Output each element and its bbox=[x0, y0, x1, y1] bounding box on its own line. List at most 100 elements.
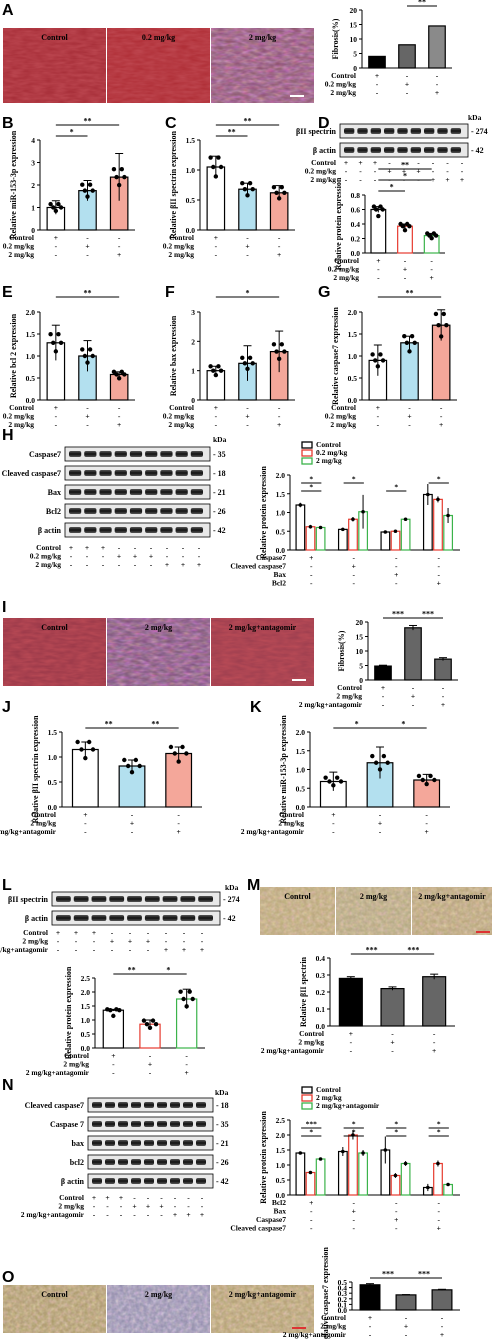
blot-D-sign: - bbox=[403, 158, 406, 167]
sig-star: * bbox=[70, 128, 74, 137]
data-point bbox=[271, 185, 277, 190]
blot-H-band bbox=[190, 527, 203, 533]
group-sign: - bbox=[395, 1198, 398, 1207]
blot-N-band bbox=[157, 1121, 167, 1127]
blot-N-kda: - 35 bbox=[216, 1120, 229, 1129]
panel-letter-D: D bbox=[318, 115, 330, 132]
bar bbox=[434, 658, 452, 681]
data-point bbox=[153, 1021, 159, 1027]
data-point bbox=[318, 1157, 323, 1161]
blot-D-band bbox=[370, 147, 381, 153]
group-sign: - bbox=[376, 88, 379, 97]
group-row-label: Cleaved caspase7 bbox=[230, 1224, 286, 1233]
blot-H-band bbox=[84, 489, 97, 495]
blot-L-sign: - bbox=[75, 945, 78, 954]
bar bbox=[348, 1134, 358, 1196]
blot-N-sign: - bbox=[93, 1210, 96, 1219]
y-axis-label: Fibrosis(%) bbox=[331, 18, 340, 59]
micrograph-high-M-caption: 2 mg/kg bbox=[360, 892, 387, 901]
y-tick-label: 0.0 bbox=[338, 1306, 348, 1315]
blot-N-band bbox=[131, 1178, 141, 1184]
data-point bbox=[80, 182, 85, 187]
data-point bbox=[404, 340, 410, 345]
blot-D-kda: - 42 bbox=[471, 146, 484, 155]
bar bbox=[400, 1162, 411, 1196]
blot-N-kda: - 18 bbox=[216, 1101, 229, 1110]
y-tick-label: 0.8 bbox=[351, 191, 361, 200]
y-tick-label: 0.5 bbox=[81, 1030, 91, 1039]
legend-swatch bbox=[301, 449, 313, 457]
y-tick-label: 15 bbox=[350, 21, 358, 30]
blot-N-sign: - bbox=[93, 1202, 96, 1211]
group-sign: - bbox=[55, 420, 58, 429]
blot-N-band bbox=[105, 1178, 115, 1184]
group-sign: + bbox=[441, 700, 445, 709]
blot-N-sign: - bbox=[187, 1193, 190, 1202]
blot-H-sign: + bbox=[181, 560, 185, 569]
blot-L-band bbox=[91, 896, 107, 902]
kda-unit-N: kDa bbox=[215, 1088, 229, 1097]
group-sign: - bbox=[55, 250, 58, 259]
y-tick-label: 0.5 bbox=[276, 527, 286, 536]
blot-H-sign: - bbox=[166, 543, 169, 552]
blot-H-band bbox=[129, 470, 143, 476]
blot-N-band bbox=[144, 1102, 154, 1108]
data-point bbox=[56, 332, 61, 337]
blot-H-sign: + bbox=[101, 543, 105, 552]
data-point bbox=[298, 1151, 303, 1155]
group-sign: + bbox=[381, 683, 385, 692]
data-point bbox=[245, 366, 250, 372]
data-point bbox=[361, 1151, 365, 1155]
group-sign: + bbox=[54, 233, 58, 242]
blot-N-row-label: 2 mg/kg bbox=[58, 1202, 84, 1211]
group-row-label: Control bbox=[31, 810, 56, 819]
data-point bbox=[250, 361, 255, 366]
blot-N-sign: + bbox=[105, 1193, 109, 1202]
group-row-label: 0.2 mg/kg bbox=[325, 412, 357, 421]
group-sign: - bbox=[369, 1322, 372, 1331]
data-point bbox=[137, 763, 142, 769]
data-point bbox=[213, 174, 219, 179]
blot-H-band bbox=[129, 527, 143, 533]
blot-L-band bbox=[109, 915, 125, 921]
blot-D-row-label: β actin bbox=[313, 146, 337, 155]
data-point bbox=[373, 207, 379, 212]
blot-N-band bbox=[105, 1102, 115, 1108]
group-sign: + bbox=[440, 1330, 444, 1339]
group-sign: + bbox=[214, 233, 218, 242]
blot-H-band bbox=[160, 470, 173, 476]
blot-L-kda: - 274 bbox=[223, 895, 240, 904]
data-point bbox=[370, 753, 375, 759]
group-sign: - bbox=[353, 1215, 356, 1224]
data-point bbox=[85, 360, 90, 365]
data-point bbox=[48, 201, 53, 207]
blot-N-sign: - bbox=[106, 1210, 109, 1219]
group-sign: - bbox=[382, 692, 385, 701]
group-sign: + bbox=[375, 71, 379, 80]
blot-N-sign: - bbox=[147, 1210, 150, 1219]
blot-N-sign: - bbox=[187, 1202, 190, 1211]
panel-letter-F: F bbox=[165, 284, 175, 301]
group-sign: - bbox=[118, 412, 121, 421]
micrograph-control-M-caption: Control bbox=[284, 892, 311, 901]
group-row-label: Caspase7 bbox=[256, 1215, 286, 1224]
blot-L-band bbox=[180, 896, 196, 902]
group-sign: + bbox=[214, 403, 218, 412]
blot-N-sign: - bbox=[120, 1210, 123, 1219]
blot-N-band bbox=[196, 1121, 206, 1127]
group-sign: - bbox=[353, 1224, 356, 1233]
blot-N-sign: + bbox=[119, 1193, 123, 1202]
blot-N-kda: - 26 bbox=[216, 1158, 229, 1167]
panel-letter-J: J bbox=[2, 699, 11, 716]
blot-H-row-label: 2 mg/kg bbox=[35, 560, 61, 569]
blot-L-row-label: 2 mg/kg+antagomir bbox=[0, 945, 49, 954]
data-point bbox=[276, 196, 282, 201]
group-row-label: 2 mg/kg bbox=[333, 273, 359, 282]
y-axis-label: Relative βII spectrin expression bbox=[31, 715, 40, 823]
data-point bbox=[381, 753, 387, 759]
y-tick-label: 0.0 bbox=[186, 226, 196, 235]
data-point bbox=[400, 223, 405, 229]
blot-H-sign: - bbox=[70, 552, 73, 561]
data-point bbox=[216, 364, 221, 369]
group-sign: + bbox=[425, 827, 429, 836]
